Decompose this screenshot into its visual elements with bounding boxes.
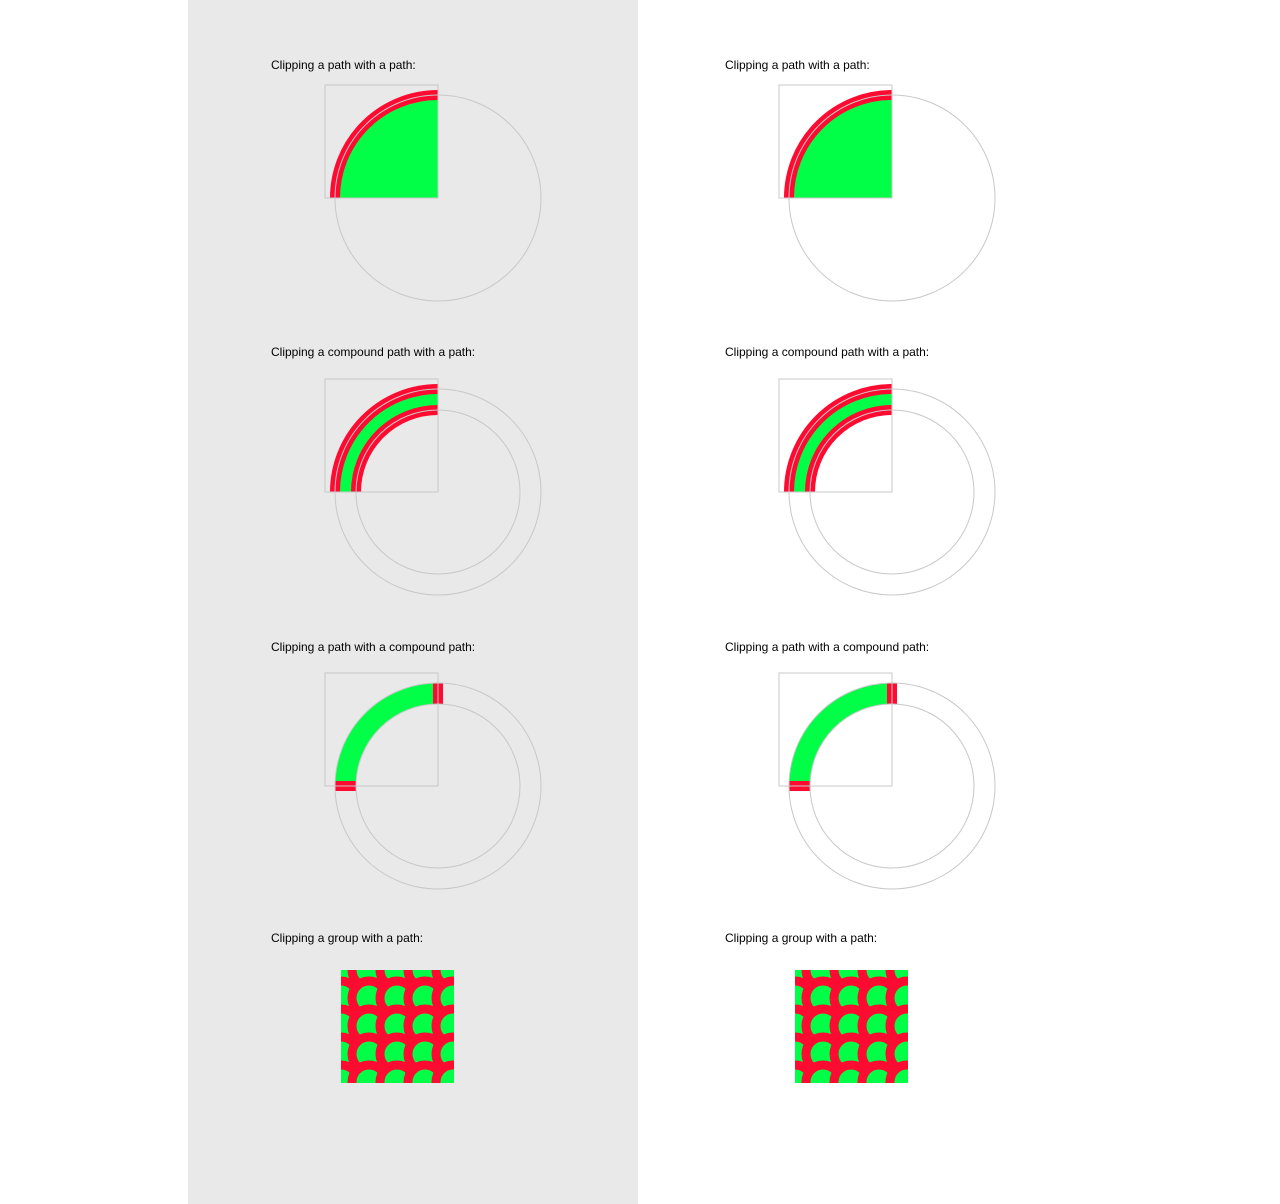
clip-path-with-path-demo (324, 84, 542, 302)
outer-circle-outline (334, 388, 542, 596)
example-label: Clipping a path with a compound path: (725, 640, 930, 654)
clip-path-with-compound-path-demo (778, 672, 996, 890)
square-outline (324, 672, 439, 787)
circle-outline (334, 94, 542, 302)
inner-circle-outline (355, 409, 521, 575)
circle-outline (788, 94, 996, 302)
clip-path-with-compound-path-demo (324, 672, 542, 890)
ringed-dot (431, 1060, 454, 1083)
dot-grid-group (795, 970, 908, 1083)
outer-circle-outline (788, 388, 996, 596)
green-square (789, 683, 892, 786)
clip-group-with-path-demo (341, 970, 454, 1083)
example-label: Clipping a group with a path: (725, 931, 878, 945)
green-disc (335, 95, 438, 198)
example-label: Clipping a path with a path: (271, 58, 416, 72)
example-label: Clipping a path with a compound path: (271, 640, 476, 654)
example-label: Clipping a compound path with a path: (725, 345, 930, 359)
square-outline (778, 672, 893, 787)
example-label: Clipping a compound path with a path: (271, 345, 476, 359)
example-label: Clipping a path with a path: (725, 58, 870, 72)
clip-square-outline (778, 378, 893, 493)
green-square (335, 683, 438, 786)
green-annulus (789, 389, 892, 492)
clip-square-outline (324, 378, 439, 493)
dot-grid-group (341, 970, 454, 1083)
green-disc (789, 95, 892, 198)
inner-circle-outline (809, 703, 975, 869)
clip-compound-path-with-path-demo (778, 378, 996, 596)
clip-group-with-path-demo (795, 970, 908, 1083)
inner-circle-outline (355, 703, 521, 869)
clip-square-outline (324, 84, 439, 199)
example-label: Clipping a group with a path: (271, 931, 424, 945)
clip-path-with-path-demo (778, 84, 996, 302)
ringed-dot (885, 1060, 908, 1083)
outer-circle-outline (788, 682, 996, 890)
clip-compound-path-with-path-demo (324, 378, 542, 596)
inner-circle-outline (809, 409, 975, 575)
outer-circle-outline (334, 682, 542, 890)
green-annulus (335, 389, 438, 492)
clip-square-outline (778, 84, 893, 199)
